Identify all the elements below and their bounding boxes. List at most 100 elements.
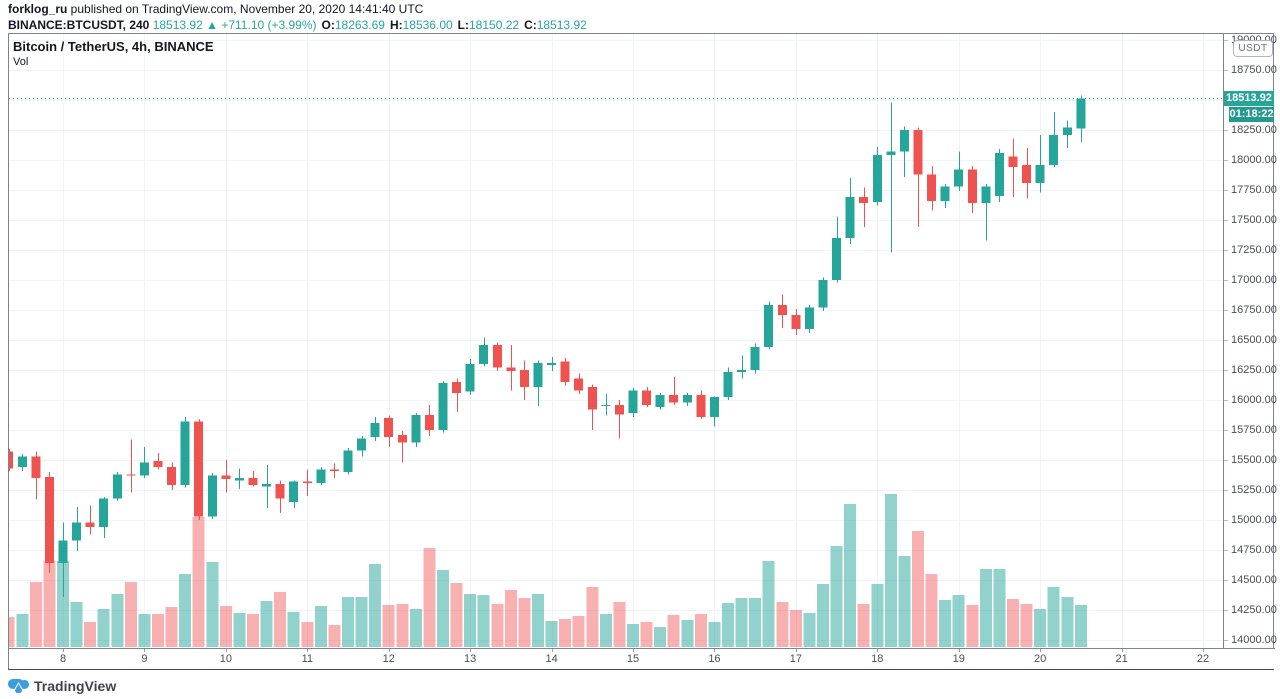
- candle-body: [859, 197, 869, 204]
- candle-body: [194, 421, 204, 517]
- price-tick-mark: [1224, 490, 1228, 491]
- volume-bar: [287, 612, 300, 647]
- date-tick-mark: [389, 649, 390, 652]
- candle-body: [85, 522, 95, 528]
- volume-bar: [586, 587, 599, 647]
- volume-bar: [206, 562, 219, 647]
- volume-bar: [830, 546, 843, 647]
- candle-body: [1022, 164, 1032, 183]
- volume-bar: [70, 602, 83, 647]
- price-tick-mark: [1224, 130, 1228, 131]
- candle-body: [547, 362, 557, 366]
- candle-body: [72, 522, 82, 541]
- volume-bar: [857, 604, 870, 647]
- volume-bar: [409, 609, 422, 647]
- plot-area[interactable]: Bitcoin / TetherUS, 4h, BINANCE Vol: [9, 34, 1223, 648]
- price-tick-label: 17500.00: [1231, 214, 1277, 226]
- tradingview-logo[interactable]: TradingView: [8, 675, 116, 697]
- volume-bar: [532, 594, 544, 647]
- candle-body: [519, 370, 529, 387]
- volume-bar: [735, 598, 748, 647]
- volume-bar: [450, 583, 463, 647]
- date-tick-mark: [959, 649, 960, 652]
- volume-bar: [762, 561, 775, 647]
- candle-body: [411, 415, 421, 443]
- volume-bar: [192, 517, 205, 647]
- date-tick-label: 9: [141, 653, 148, 665]
- currency-usdt-button[interactable]: USDT: [1233, 40, 1273, 57]
- price-tick-label: 15500.00: [1231, 454, 1277, 466]
- candle-body: [614, 404, 624, 415]
- price-tick-mark: [1224, 430, 1228, 431]
- price-tick-mark: [1224, 160, 1228, 161]
- candle-body: [764, 305, 774, 348]
- candles-layer: [9, 95, 1086, 597]
- date-tick-label: 15: [626, 653, 640, 665]
- price-tick-mark: [1224, 310, 1228, 311]
- date-axis[interactable]: 8 9 10 11 12 13 14 15 16 17 18 19 20 21 22: [9, 648, 1275, 669]
- candle-body: [397, 434, 407, 443]
- volume-bar: [898, 556, 911, 647]
- volume-bar: [260, 601, 273, 647]
- price-tick-mark: [1224, 340, 1228, 341]
- candle-body: [289, 481, 299, 502]
- volume-bar: [979, 569, 992, 647]
- candle-body: [587, 386, 597, 410]
- price-tick-label: 14750.00: [1231, 544, 1277, 556]
- price-axis[interactable]: 19000.0018750.0018250.0018000.0017750.00…: [1223, 34, 1277, 648]
- date-tick-mark: [552, 649, 553, 652]
- candle-body: [1049, 134, 1059, 165]
- volume-bar: [817, 584, 829, 647]
- price-change: +711.10 (+3.99%): [221, 18, 317, 32]
- price-tick-mark: [1224, 550, 1228, 551]
- volume-bar: [694, 614, 707, 647]
- price-tick-mark: [1224, 220, 1228, 221]
- candle-body: [967, 169, 977, 204]
- price-tick-mark: [1224, 370, 1228, 371]
- volume-bar: [654, 627, 667, 647]
- candle-body: [316, 469, 326, 483]
- price-tick-label: 15000.00: [1231, 514, 1277, 526]
- volume-bar: [844, 504, 857, 647]
- candle-body: [533, 362, 543, 387]
- date-tick-label: 12: [382, 653, 395, 665]
- price-tick-mark: [1224, 40, 1228, 41]
- date-tick-mark: [877, 649, 878, 652]
- volume-bar: [518, 598, 531, 647]
- volume-bar: [124, 582, 137, 647]
- volume-bar: [97, 609, 110, 647]
- volume-bar: [437, 570, 449, 647]
- volume-bar: [57, 561, 69, 647]
- price-tick-mark: [1224, 280, 1228, 281]
- candle-body: [709, 397, 719, 417]
- volume-bar: [966, 605, 979, 647]
- volume-layer: [9, 494, 1087, 647]
- price-tick-label: 17250.00: [1231, 244, 1277, 256]
- volume-bar: [301, 622, 314, 647]
- candle-body: [58, 540, 68, 564]
- price-tick-mark: [1224, 520, 1228, 521]
- volume-bar: [165, 607, 178, 647]
- volume-bar: [871, 584, 884, 647]
- price-tick-label: 18750.00: [1231, 64, 1277, 76]
- volume-bar: [179, 574, 192, 647]
- volume-bar: [138, 614, 151, 647]
- volume-bar: [559, 619, 572, 647]
- price-tick-mark: [1224, 400, 1228, 401]
- price-tick-mark: [1224, 580, 1228, 581]
- volume-bar: [681, 620, 694, 647]
- volume-bar: [627, 624, 639, 647]
- price-tick-mark: [1224, 460, 1228, 461]
- date-tick-label: 16: [708, 653, 721, 665]
- price-tick-mark: [1224, 640, 1228, 641]
- volume-bar: [382, 605, 395, 647]
- date-tick-label: 20: [1034, 653, 1047, 665]
- volume-bar: [355, 597, 368, 647]
- volume-bar: [369, 564, 382, 647]
- candle-body: [818, 280, 828, 308]
- candle-body: [981, 186, 991, 204]
- volume-bar: [464, 594, 477, 647]
- candle-body: [31, 456, 41, 478]
- volume-bar: [572, 616, 585, 647]
